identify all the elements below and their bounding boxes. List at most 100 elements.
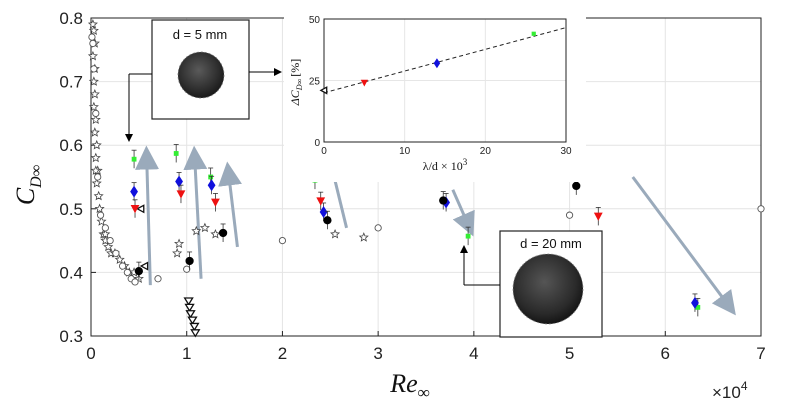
inset-y-tick-label: 0	[314, 138, 320, 149]
data-point	[439, 196, 448, 205]
inset-y-tick-label: 50	[309, 15, 321, 26]
data-point	[89, 127, 100, 137]
data-point	[172, 248, 183, 258]
large-sphere-image: d = 20 mm	[499, 230, 603, 338]
data-point	[88, 33, 96, 41]
data-point	[112, 249, 120, 257]
data-point	[185, 256, 194, 266]
data-point	[89, 89, 100, 99]
small-sphere-photo	[178, 52, 224, 98]
small-sphere-label: d = 5 mm	[173, 27, 228, 42]
main-ticks: 0 1 2 3 4 5 6 7 0.3 0.4 0.5 0.6 0.7 0.8	[59, 9, 765, 363]
data-point	[211, 198, 220, 207]
y-tick-label: 0.8	[59, 9, 83, 28]
x-tick-label: 1	[182, 344, 191, 363]
data-point	[94, 173, 102, 181]
inset-x-tick-label: 30	[560, 146, 572, 157]
series-red-triangles	[130, 184, 603, 226]
data-point	[131, 156, 137, 162]
data-point	[185, 310, 196, 319]
data-point	[593, 212, 603, 221]
series-black-circles	[134, 176, 581, 281]
inset-data-point	[360, 79, 368, 87]
series-reference-open-triangles	[183, 297, 201, 338]
data-point	[189, 322, 200, 332]
data-point	[106, 237, 114, 245]
data-point	[90, 165, 101, 175]
data-point	[565, 211, 574, 219]
data-point	[90, 65, 98, 73]
data-point	[139, 261, 149, 271]
x-tick-label: 3	[373, 344, 382, 363]
x-tick-label: 5	[565, 344, 574, 363]
small-sphere-image: d = 5 mm	[151, 19, 250, 120]
data-point	[207, 179, 216, 192]
inset-plot: 0 10 20 30 0 25 50 λ/d × 103 ΔCD∞[%]	[284, 2, 586, 182]
data-point	[208, 174, 214, 180]
data-point	[691, 296, 699, 309]
data-point	[175, 175, 183, 188]
inset-x-tick-label: 0	[321, 146, 327, 157]
data-point	[183, 297, 194, 306]
data-point	[173, 151, 179, 156]
data-point	[88, 101, 99, 112]
data-point	[190, 329, 201, 338]
y-tick-label: 0.5	[59, 200, 83, 219]
data-point	[183, 265, 191, 273]
y-tick-label: 0.4	[59, 263, 83, 282]
x-tick-label: 2	[278, 344, 287, 363]
data-point	[374, 224, 382, 232]
data-point	[94, 203, 105, 214]
x-axis-label: Re∞	[389, 369, 430, 402]
inset-x-tick-label: 10	[399, 146, 411, 157]
data-point	[358, 232, 369, 242]
inset-data-point	[319, 86, 328, 95]
data-point	[123, 268, 131, 277]
y-tick-label: 0.7	[59, 73, 83, 92]
inset-ticks: 0 10 20 30 0 25 50	[309, 15, 572, 157]
data-point	[91, 178, 102, 188]
inset-x-tick-label: 20	[480, 146, 492, 157]
y-axis-label: CD∞	[11, 165, 45, 205]
large-sphere-label: d = 20 mm	[520, 236, 582, 251]
data-point	[90, 152, 101, 163]
data-point	[88, 76, 99, 86]
data-point	[130, 204, 140, 214]
data-point	[87, 19, 98, 29]
inset-x-label: λ/d × 103	[423, 157, 468, 173]
x-tick-label: 7	[756, 344, 765, 363]
series-reference-open-circles	[88, 33, 765, 286]
y-tick-label: 0.6	[59, 136, 83, 155]
data-point	[87, 50, 98, 61]
data-point	[572, 181, 581, 191]
inset-y-label: ΔCD∞[%]	[288, 59, 304, 107]
data-point	[757, 205, 765, 213]
series-reference-open-triangles-left-right-	[135, 204, 149, 271]
x-tick-label: 0	[86, 344, 95, 363]
data-point	[330, 228, 341, 239]
data-point	[187, 316, 198, 325]
inset-data-point	[531, 31, 536, 36]
x-tick-label: 4	[469, 344, 478, 363]
inset-marks	[319, 31, 536, 95]
trend-arrow	[218, 161, 242, 248]
series-reference-stars	[87, 19, 369, 284]
trend-arrow	[183, 145, 208, 279]
data-point	[174, 238, 185, 249]
data-point	[131, 278, 139, 286]
data-point	[91, 139, 102, 150]
data-point	[210, 228, 221, 239]
data-point	[130, 185, 138, 198]
x-exponent-label: ×104	[712, 379, 748, 402]
y-tick-label: 0.3	[59, 327, 83, 346]
main-marks	[87, 19, 765, 338]
trend-arrow	[631, 176, 736, 316]
x-tick-label: 6	[661, 344, 670, 363]
data-point	[96, 211, 105, 219]
trend-arrow	[451, 189, 475, 237]
trend-arrow	[135, 145, 160, 286]
inset-y-tick-label: 25	[309, 77, 321, 88]
data-point	[184, 303, 195, 313]
data-point	[278, 237, 287, 245]
